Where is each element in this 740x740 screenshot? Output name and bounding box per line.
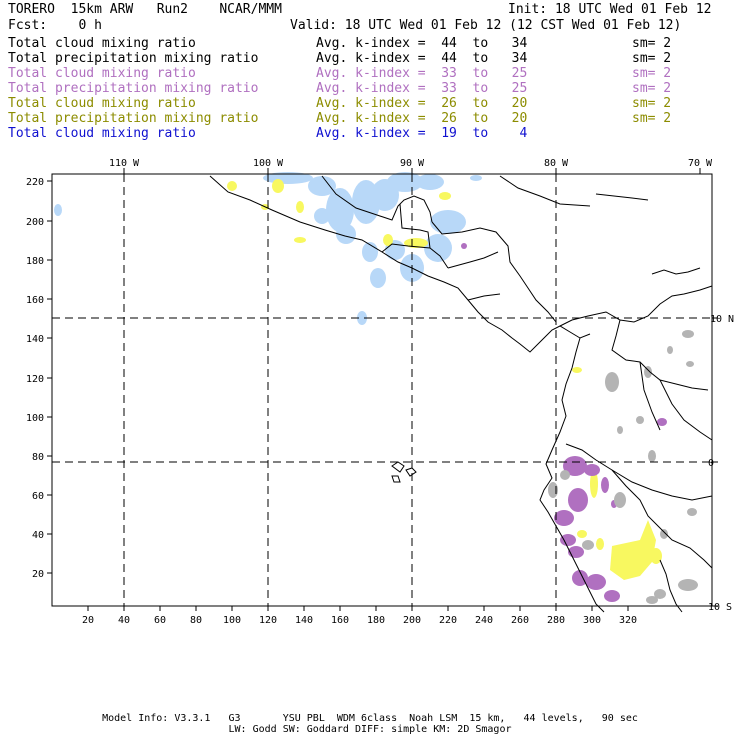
legend-smoothing: sm= 2 <box>632 81 672 96</box>
legend-variable: Total precipitation mixing ratio <box>8 81 259 96</box>
legend-variable: Total cloud mixing ratio <box>8 36 196 51</box>
model-info-line-1: Model Info: V3.3.1 G3 YSU PBL WDM 6class… <box>102 713 638 724</box>
legend-variable: Total precipitation mixing ratio <box>8 51 259 66</box>
legend-smoothing: sm= 2 <box>632 111 672 126</box>
bottom-ticks <box>87 606 629 611</box>
legend-variable: Total cloud mixing ratio <box>8 96 196 111</box>
legend-k-index: Avg. k-index = 44 to 34 <box>316 51 528 66</box>
cloud-field-gray <box>548 330 698 604</box>
legend-smoothing: sm= 2 <box>632 96 672 111</box>
model-title: TORERO 15km ARW Run2 NCAR/MMM <box>8 2 282 17</box>
x-tick-label: 20 <box>82 615 94 626</box>
legend-row: Total cloud mixing ratio Avg. k-index = … <box>8 96 738 111</box>
top-ticks <box>123 168 701 174</box>
lat-label: 10 S <box>708 602 732 613</box>
x-tick-label: 320 <box>619 615 637 626</box>
y-tick-label: 100 <box>26 413 44 424</box>
x-tick-label: 220 <box>439 615 457 626</box>
x-tick-label: 180 <box>367 615 385 626</box>
y-tick-label: 60 <box>32 491 44 502</box>
x-tick-label: 200 <box>403 615 421 626</box>
legend-row: Total cloud mixing ratio Avg. k-index = … <box>8 126 738 141</box>
y-tick-label: 160 <box>26 295 44 306</box>
legend-smoothing: sm= 2 <box>632 51 672 66</box>
lat-label: 0 <box>708 458 714 469</box>
legend-variable: Total cloud mixing ratio <box>8 66 196 81</box>
x-tick-label: 300 <box>583 615 601 626</box>
x-tick-label: 140 <box>295 615 313 626</box>
x-tick-label: 160 <box>331 615 349 626</box>
y-tick-label: 220 <box>26 177 44 188</box>
legend-row: Total precipitation mixing ratio Avg. k-… <box>8 81 738 96</box>
forecast-hour: Fcst: 0 h <box>8 18 102 33</box>
left-ticks <box>47 180 52 574</box>
legend-row: Total cloud mixing ratio Avg. k-index = … <box>8 66 738 81</box>
legend-k-index: Avg. k-index = 44 to 34 <box>316 36 528 51</box>
legend-variable: Total precipitation mixing ratio <box>8 111 259 126</box>
y-tick-label: 20 <box>32 569 44 580</box>
y-tick-label: 180 <box>26 256 44 267</box>
lon-label: 70 W <box>688 158 713 169</box>
lon-label: 110 W <box>109 158 140 169</box>
y-tick-label: 200 <box>26 217 44 228</box>
legend-k-index: Avg. k-index = 33 to 25 <box>316 81 528 96</box>
legend-k-index: Avg. k-index = 33 to 25 <box>316 66 528 81</box>
valid-time: Valid: 18 UTC Wed 01 Feb 12 (12 CST Wed … <box>290 18 682 33</box>
x-tick-label: 120 <box>259 615 277 626</box>
legend-k-index: Avg. k-index = 26 to 20 <box>316 111 528 126</box>
y-tick-label: 40 <box>32 530 44 541</box>
init-time: Init: 18 UTC Wed 01 Feb 12 <box>508 2 712 17</box>
legend-row: Total cloud mixing ratio Avg. k-index = … <box>8 36 738 51</box>
x-tick-label: 100 <box>223 615 241 626</box>
right-ticks <box>712 317 718 607</box>
legend-variable: Total cloud mixing ratio <box>8 126 196 141</box>
coastlines <box>209 175 713 613</box>
y-tick-label: 140 <box>26 334 44 345</box>
model-info-line-2: LW: Godd SW: Goddard DIFF: simple KM: 2D… <box>228 724 512 735</box>
lat-label: 10 N <box>710 314 734 325</box>
legend-smoothing: sm= 2 <box>632 66 672 81</box>
x-tick-label: 240 <box>475 615 493 626</box>
x-tick-label: 40 <box>118 615 130 626</box>
y-tick-label: 120 <box>26 374 44 385</box>
lat-lon-grid <box>52 174 712 606</box>
legend-smoothing: sm= 2 <box>632 36 672 51</box>
lon-label: 100 W <box>253 158 284 169</box>
x-tick-label: 80 <box>190 615 202 626</box>
lon-label: 80 W <box>544 158 569 169</box>
x-tick-label: 260 <box>511 615 529 626</box>
legend-row: Total precipitation mixing ratio Avg. k-… <box>8 111 738 126</box>
lon-label: 90 W <box>400 158 425 169</box>
x-tick-label: 60 <box>154 615 166 626</box>
y-tick-label: 80 <box>32 452 44 463</box>
plot-frame <box>51 173 713 607</box>
legend-k-index: Avg. k-index = 26 to 20 <box>316 96 528 111</box>
legend-row: Total precipitation mixing ratio Avg. k-… <box>8 51 738 66</box>
legend-k-index: Avg. k-index = 19 to 4 <box>316 126 528 141</box>
x-tick-label: 280 <box>547 615 565 626</box>
precip-field-purple <box>461 243 667 602</box>
